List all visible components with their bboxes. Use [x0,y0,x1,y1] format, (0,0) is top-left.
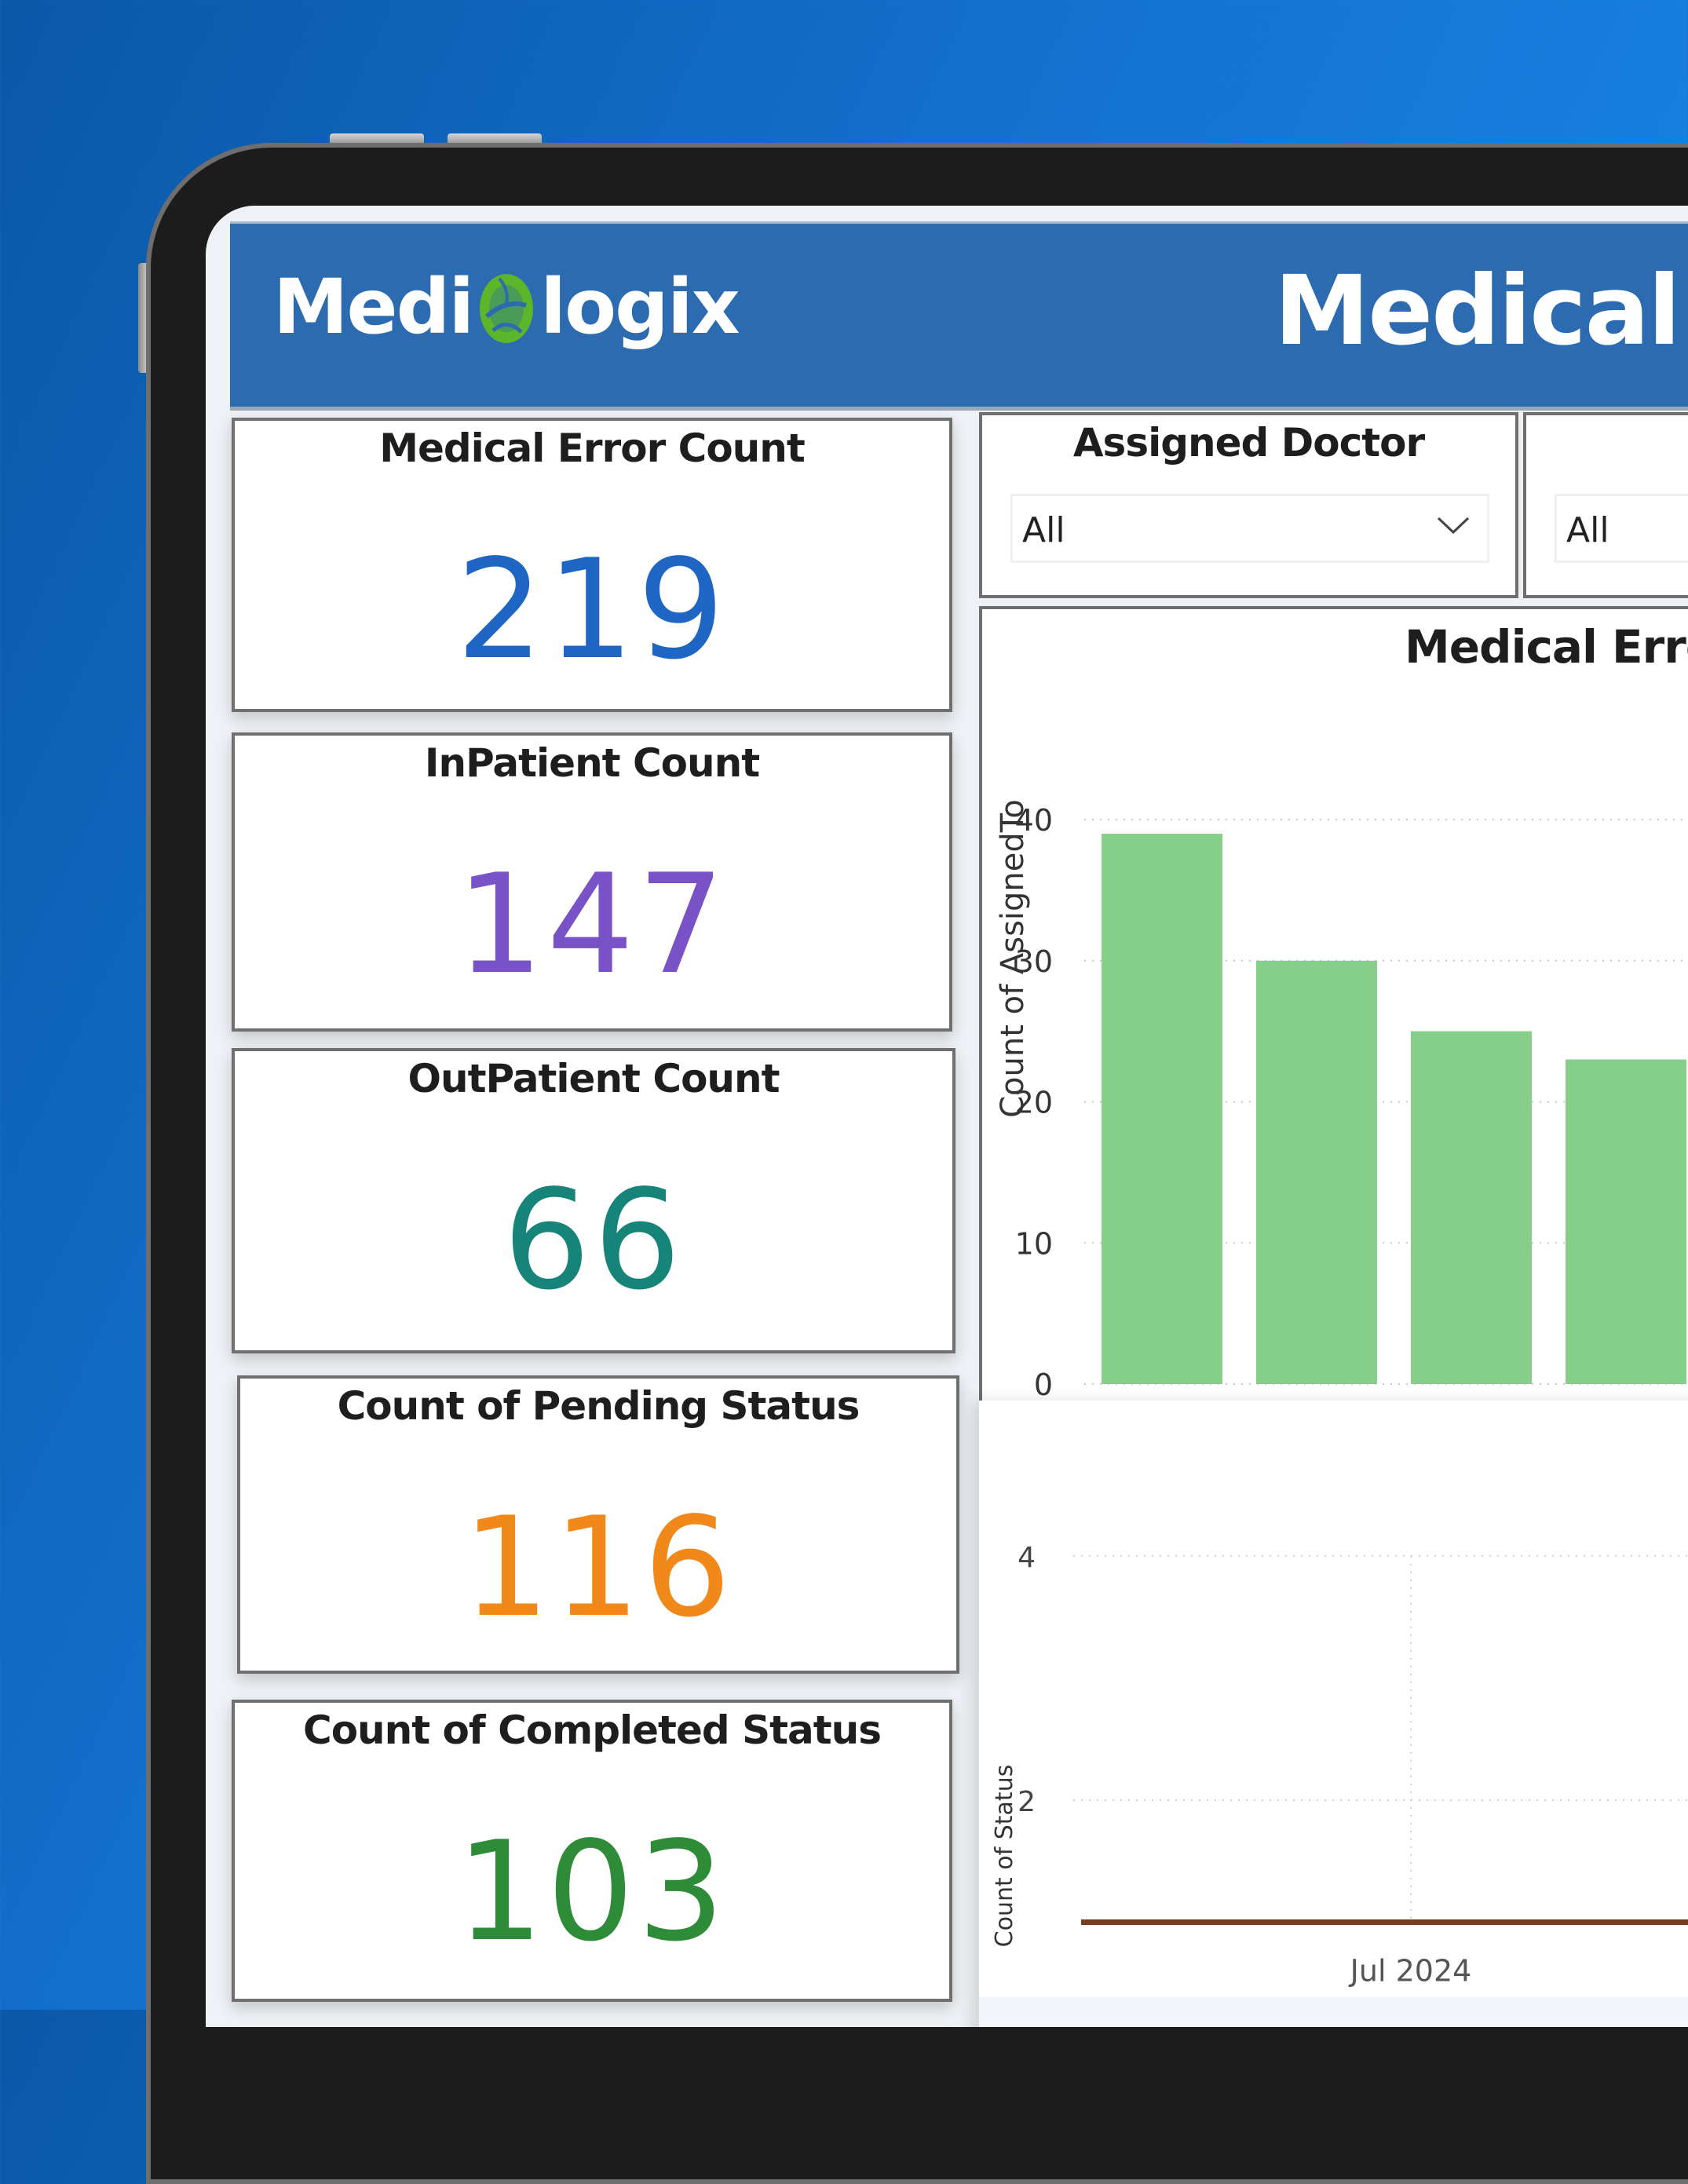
bar-chart: Count of AssignedTo 0 10 20 30 40 Manish Priya… [995,799,1688,1402]
y-tick-label: 10 [1015,1226,1053,1261]
logo-text-left: Medi [273,263,474,351]
logo: Medi logix [273,263,740,351]
bar-manish[interactable] [1102,833,1222,1384]
kpi-value: 219 [455,531,729,690]
x-tick-label: Isha [1441,1396,1502,1402]
bar-priya[interactable] [1256,960,1377,1384]
dashboard-screen: Medi logix Medical E Medical Error Count… [206,206,1688,2027]
chevron-down-icon [1437,517,1470,535]
bar-an[interactable] [1566,1059,1686,1384]
dropdown-value: All [1566,510,1609,550]
y-tick-label: 0 [1034,1368,1053,1402]
chart-title: Medical Erro [1405,620,1688,674]
dropdown-value: All [1022,510,1065,550]
green-globe-icon [476,268,537,346]
kpi-value: 103 [455,1813,729,1972]
slicer-title: Assigned Doctor [1072,420,1425,466]
kpi-card-outpatient-count: OutPatient Count 66 [232,1048,955,1353]
kpi-card-medical-error-count: Medical Error Count 219 [232,418,952,712]
y-tick-label: 20 [1015,1086,1053,1120]
x-tick-label: Priya [1280,1396,1354,1402]
kpi-label: Count of Pending Status [337,1383,860,1429]
y-axis-label: Count of AssignedTo [995,799,1031,1118]
kpi-value: 147 [455,845,729,1005]
chart-footer-strip [979,1997,1688,2027]
x-tick-label: Jul 2024 [1349,1953,1472,1988]
logo-text-right: logix [540,263,740,351]
assigned-doctor-slicer: Assigned Doctor All [979,412,1518,598]
kpi-card-pending-status: Count of Pending Status 116 [237,1375,959,1674]
kpi-value: 66 [502,1161,685,1320]
kpi-card-inpatient-count: InPatient Count 147 [232,732,952,1032]
kpi-label: Medical Error Count [379,425,806,471]
kpi-label: OutPatient Count [407,1056,780,1101]
y-tick-label: 30 [1015,944,1053,979]
kpi-label: InPatient Count [424,740,760,786]
page-title: Medical E [1274,255,1688,367]
kpi-value: 116 [462,1488,735,1648]
y-axis-label: Count of Status [991,1765,1018,1948]
y-tick-label: 40 [1015,803,1053,838]
dashboard-header: Medi logix Medical E [230,221,1688,411]
kpi-card-completed-status: Count of Completed Status 103 [232,1700,952,2002]
kpi-label: Count of Completed Status [303,1707,882,1753]
y-tick-label: 2 [1018,1786,1036,1818]
second-slicer: All [1523,412,1688,598]
assigned-doctor-dropdown[interactable]: All [1010,494,1489,563]
x-tick-label: Manish [1109,1396,1215,1402]
y-tick-label: 4 [1018,1542,1036,1574]
x-tick-label: An [1606,1396,1646,1402]
bar-isha[interactable] [1411,1031,1532,1384]
second-dropdown[interactable]: All [1555,494,1688,563]
